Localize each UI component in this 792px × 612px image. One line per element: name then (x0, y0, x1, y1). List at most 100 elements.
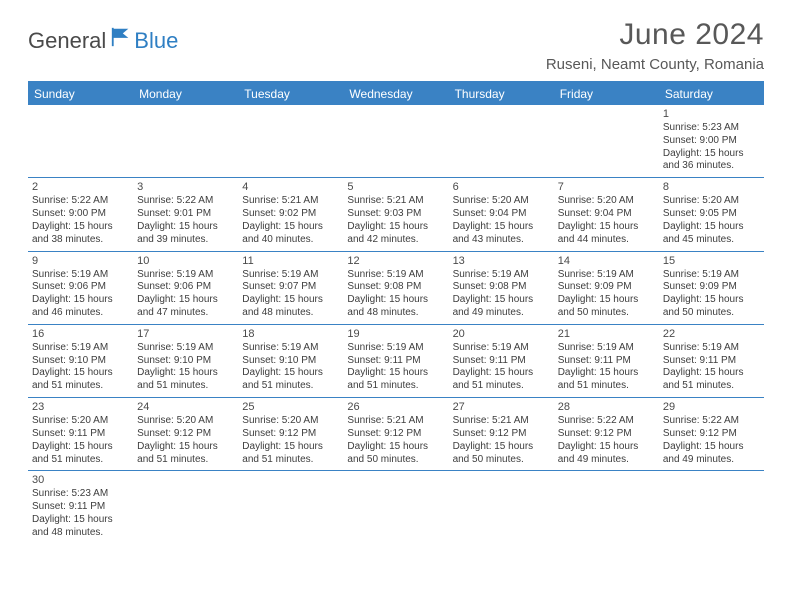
sunrise-line: Sunrise: 5:19 AM (242, 342, 339, 355)
calendar-cell: 6Sunrise: 5:20 AMSunset: 9:04 PMDaylight… (449, 178, 554, 251)
daylight-line: Daylight: 15 hours and 51 minutes. (137, 367, 234, 393)
daylight-line: Daylight: 15 hours and 51 minutes. (32, 367, 129, 393)
daylight-line: Daylight: 15 hours and 43 minutes. (453, 221, 550, 247)
calendar-cell (28, 105, 133, 178)
page-title: June 2024 (546, 18, 764, 52)
title-block: June 2024 Ruseni, Neamt County, Romania (546, 18, 764, 73)
brand-part1: General (28, 28, 106, 54)
sunrise-line: Sunrise: 5:19 AM (32, 269, 129, 282)
sunset-line: Sunset: 9:12 PM (558, 428, 655, 441)
calendar-table: Sunday Monday Tuesday Wednesday Thursday… (28, 81, 764, 544)
calendar-cell: 18Sunrise: 5:19 AMSunset: 9:10 PMDayligh… (238, 324, 343, 397)
sunset-line: Sunset: 9:01 PM (137, 208, 234, 221)
weekday-header-row: Sunday Monday Tuesday Wednesday Thursday… (28, 82, 764, 105)
weekday-header: Friday (554, 82, 659, 105)
sunrise-line: Sunrise: 5:20 AM (453, 195, 550, 208)
daylight-line: Daylight: 15 hours and 50 minutes. (663, 294, 760, 320)
calendar-cell (449, 471, 554, 544)
sunset-line: Sunset: 9:12 PM (347, 428, 444, 441)
daylight-line: Daylight: 15 hours and 48 minutes. (32, 514, 129, 540)
daylight-line: Daylight: 15 hours and 51 minutes. (347, 367, 444, 393)
day-number: 1 (663, 107, 760, 121)
calendar-row: 9Sunrise: 5:19 AMSunset: 9:06 PMDaylight… (28, 251, 764, 324)
calendar-cell: 30Sunrise: 5:23 AMSunset: 9:11 PMDayligh… (28, 471, 133, 544)
sunrise-line: Sunrise: 5:19 AM (558, 342, 655, 355)
sunrise-line: Sunrise: 5:19 AM (347, 269, 444, 282)
sunset-line: Sunset: 9:05 PM (663, 208, 760, 221)
sunset-line: Sunset: 9:07 PM (242, 281, 339, 294)
sunrise-line: Sunrise: 5:19 AM (347, 342, 444, 355)
calendar-cell: 21Sunrise: 5:19 AMSunset: 9:11 PMDayligh… (554, 324, 659, 397)
calendar-cell: 7Sunrise: 5:20 AMSunset: 9:04 PMDaylight… (554, 178, 659, 251)
calendar-cell: 27Sunrise: 5:21 AMSunset: 9:12 PMDayligh… (449, 398, 554, 471)
daylight-line: Daylight: 15 hours and 51 minutes. (32, 441, 129, 467)
sunset-line: Sunset: 9:11 PM (663, 355, 760, 368)
daylight-line: Daylight: 15 hours and 49 minutes. (453, 294, 550, 320)
weekday-header: Sunday (28, 82, 133, 105)
sunset-line: Sunset: 9:10 PM (242, 355, 339, 368)
calendar-cell: 8Sunrise: 5:20 AMSunset: 9:05 PMDaylight… (659, 178, 764, 251)
sunrise-line: Sunrise: 5:22 AM (558, 415, 655, 428)
sunset-line: Sunset: 9:12 PM (663, 428, 760, 441)
weekday-header: Thursday (449, 82, 554, 105)
sunrise-line: Sunrise: 5:19 AM (32, 342, 129, 355)
sunrise-line: Sunrise: 5:20 AM (558, 195, 655, 208)
weekday-header: Wednesday (343, 82, 448, 105)
day-number: 27 (453, 400, 550, 414)
calendar-row: 2 Sunrise: 5:22 AM Sunset: 9:00 PM Daylight… (28, 178, 764, 251)
calendar-cell: 22Sunrise: 5:19 AMSunset: 9:11 PMDayligh… (659, 324, 764, 397)
sunset-line: Sunset: 9:12 PM (242, 428, 339, 441)
calendar-cell: 17Sunrise: 5:19 AMSunset: 9:10 PMDayligh… (133, 324, 238, 397)
sunset-line: Sunset: 9:11 PM (32, 501, 129, 514)
day-number: 22 (663, 327, 760, 341)
calendar-row: 16Sunrise: 5:19 AMSunset: 9:10 PMDayligh… (28, 324, 764, 397)
flag-icon (110, 26, 132, 48)
brand-part2: Blue (134, 28, 178, 54)
day-number: 20 (453, 327, 550, 341)
day-number: 3 (137, 180, 234, 194)
calendar-cell (343, 471, 448, 544)
sunset-line: Sunset: 9:12 PM (453, 428, 550, 441)
daylight-line: Daylight: 15 hours and 50 minutes. (453, 441, 550, 467)
sunrise-line: Sunrise: 5:20 AM (32, 415, 129, 428)
sunrise-line: Sunrise: 5:19 AM (663, 342, 760, 355)
day-number: 6 (453, 180, 550, 194)
calendar-cell: 1Sunrise: 5:23 AMSunset: 9:00 PMDaylight… (659, 105, 764, 178)
daylight-line: Daylight: 15 hours and 46 minutes. (32, 294, 129, 320)
daylight-line: Daylight: 15 hours and 42 minutes. (347, 221, 444, 247)
sunset-line: Sunset: 9:09 PM (558, 281, 655, 294)
day-number: 29 (663, 400, 760, 414)
calendar-cell: 13Sunrise: 5:19 AMSunset: 9:08 PMDayligh… (449, 251, 554, 324)
calendar-cell: 26Sunrise: 5:21 AMSunset: 9:12 PMDayligh… (343, 398, 448, 471)
sunset-line: Sunset: 9:00 PM (32, 208, 129, 221)
calendar-cell: 2Sunrise: 5:22 AMSunset: 9:00 PMDaylight… (28, 178, 133, 251)
header: General Blue June 2024 Ruseni, Neamt Cou… (28, 18, 764, 73)
sunrise-line: Sunrise: 5:19 AM (242, 269, 339, 282)
daylight-line: Daylight: 15 hours and 44 minutes. (558, 221, 655, 247)
daylight-line: Daylight: 15 hours and 51 minutes. (242, 367, 339, 393)
calendar-page: General Blue June 2024 Ruseni, Neamt Cou… (0, 0, 792, 544)
sunrise-line: Sunrise: 5:21 AM (347, 195, 444, 208)
day-number: 5 (347, 180, 444, 194)
sunset-line: Sunset: 9:11 PM (558, 355, 655, 368)
calendar-row: 30Sunrise: 5:23 AMSunset: 9:11 PMDayligh… (28, 471, 764, 544)
day-number: 12 (347, 254, 444, 268)
daylight-line: Daylight: 15 hours and 36 minutes. (663, 148, 760, 174)
sunrise-line: Sunrise: 5:22 AM (137, 195, 234, 208)
daylight-line: Daylight: 15 hours and 49 minutes. (558, 441, 655, 467)
sunrise-line: Sunrise: 5:19 AM (558, 269, 655, 282)
calendar-cell: 23Sunrise: 5:20 AMSunset: 9:11 PMDayligh… (28, 398, 133, 471)
day-number: 26 (347, 400, 444, 414)
calendar-cell: 3Sunrise: 5:22 AMSunset: 9:01 PMDaylight… (133, 178, 238, 251)
sunset-line: Sunset: 9:12 PM (137, 428, 234, 441)
sunrise-line: Sunrise: 5:22 AM (663, 415, 760, 428)
sunset-line: Sunset: 9:11 PM (32, 428, 129, 441)
day-number: 24 (137, 400, 234, 414)
calendar-cell (554, 105, 659, 178)
day-number: 2 (32, 180, 129, 194)
day-number: 21 (558, 327, 655, 341)
calendar-cell: 4Sunrise: 5:21 AMSunset: 9:02 PMDaylight… (238, 178, 343, 251)
sunset-line: Sunset: 9:08 PM (347, 281, 444, 294)
calendar-cell: 29Sunrise: 5:22 AMSunset: 9:12 PMDayligh… (659, 398, 764, 471)
sunset-line: Sunset: 9:03 PM (347, 208, 444, 221)
